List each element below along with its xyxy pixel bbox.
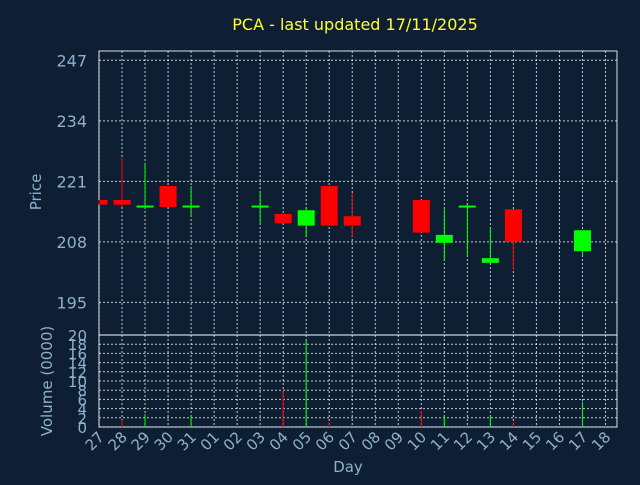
candle-body [343, 216, 361, 226]
candle-body [504, 209, 522, 242]
volume-tick-label: 0 [77, 419, 87, 437]
day-tick-label: 18 [588, 428, 614, 454]
candle-body [100, 199, 108, 205]
candle-body [136, 205, 154, 208]
candle-body [320, 186, 338, 226]
candle-body [435, 234, 453, 243]
price-tick-label: 195 [56, 293, 87, 312]
volume-tick-label: 16 [68, 345, 87, 363]
candle-body [159, 186, 177, 207]
volume-tick-label: 4 [77, 401, 87, 419]
candle-body [573, 230, 591, 252]
price-axis-label: Price [27, 174, 45, 211]
price-panel: 195 208 221 234 247 [56, 50, 618, 336]
volume-tick-label: 12 [68, 364, 87, 382]
chart-title: PCA - last updated 17/11/2025 [232, 15, 478, 34]
price-tick-label: 208 [56, 233, 87, 252]
price-frame [98, 50, 618, 336]
candle-body [251, 205, 269, 208]
candle-body [182, 205, 200, 208]
candle-body [481, 258, 499, 263]
volume-tick-label: 8 [77, 382, 87, 400]
candle-body [412, 199, 430, 233]
candle-body [274, 213, 292, 224]
candle-body [297, 210, 315, 226]
candle-body [458, 205, 476, 208]
volume-tick-label: 20 [68, 327, 87, 345]
price-tick-label: 234 [56, 112, 87, 131]
day-tick-labels: 2728293031010203040506070809101112131415… [82, 428, 615, 454]
candle-body [113, 199, 131, 205]
volume-tick-label: 6 [77, 391, 87, 409]
price-tick-label: 221 [56, 172, 87, 191]
volume-tick-label: 10 [68, 373, 87, 391]
volume-tick-label: 2 [77, 410, 87, 428]
price-tick-label: 247 [56, 51, 87, 70]
volume-tick-label: 14 [68, 355, 87, 373]
day-axis-label: Day [333, 458, 363, 476]
volume-axis-label: Volume (0000) [38, 326, 56, 436]
volume-frame [98, 334, 618, 428]
volume-tick-label: 18 [68, 336, 87, 354]
